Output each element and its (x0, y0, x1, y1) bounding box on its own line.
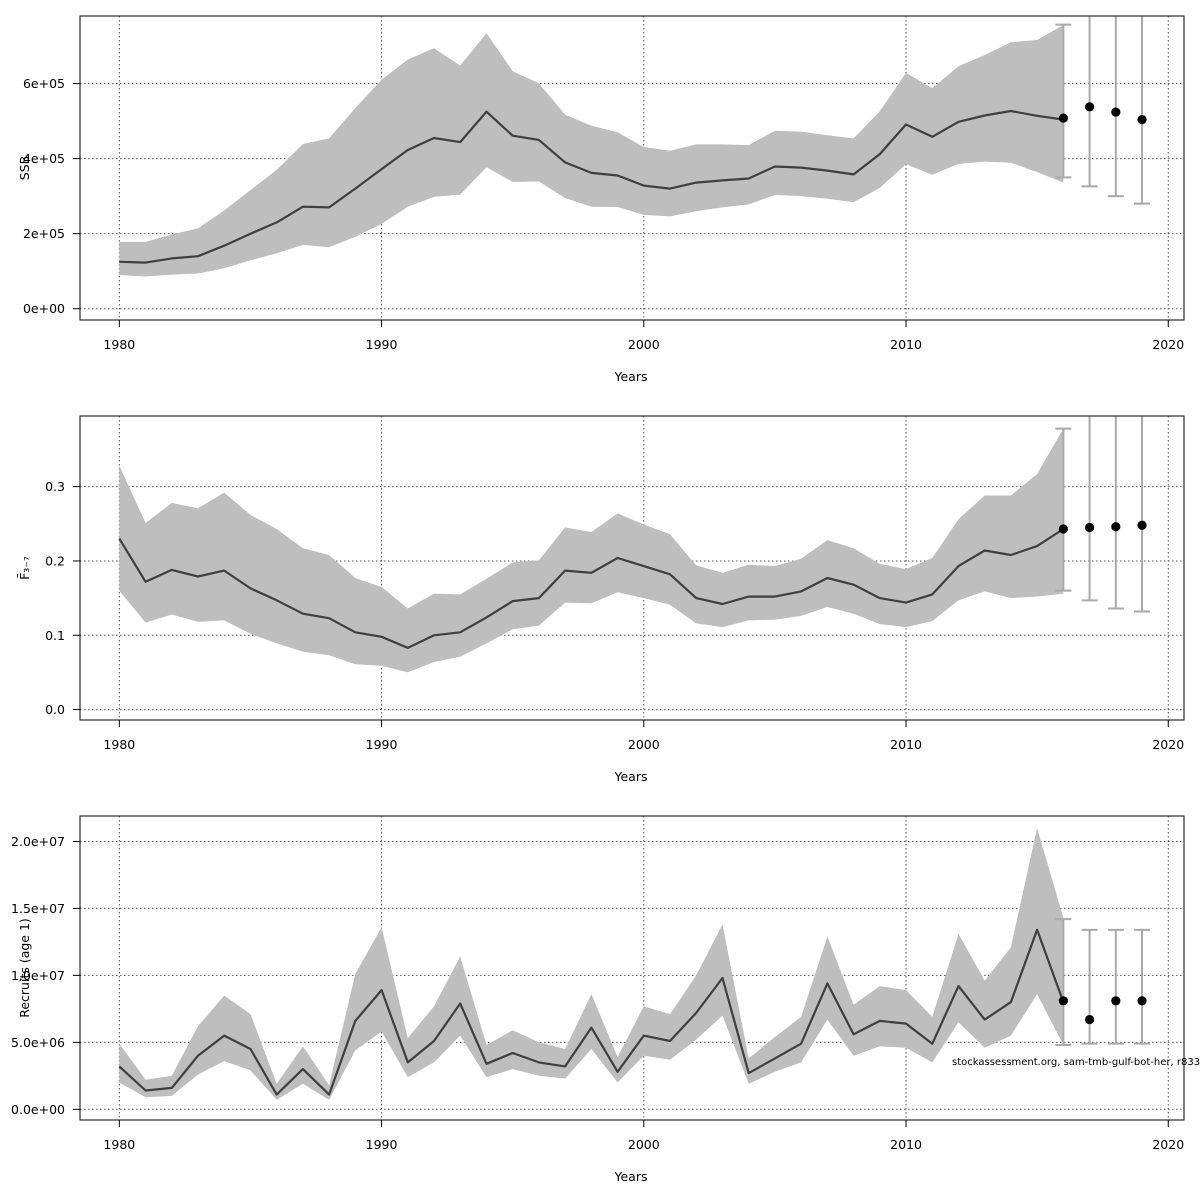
recruitment-confidence-band (119, 828, 1064, 1100)
ssb-x-tick-label: 2020 (1152, 337, 1184, 352)
ssb-plot-frame (79, 15, 1185, 321)
ssb-y-tick-label: 0e+00 (23, 301, 65, 316)
recruitment-plot-frame (79, 815, 1185, 1121)
fbar-x-tick-label: 2020 (1152, 737, 1184, 752)
recruitment-forecast-point (1111, 996, 1121, 1006)
recruitment-y-tick-label: 2.0e+07 (11, 834, 65, 849)
recruitment-y-tick-label: 1.5e+07 (11, 901, 65, 916)
recruitment-forecast-point (1137, 996, 1147, 1006)
recruitment-y-axis-label: Recruits (age 1) (17, 918, 32, 1018)
fbar-x-axis-label: Years (614, 769, 648, 784)
ssb-x-tick-label: 2000 (628, 337, 660, 352)
ssb-x-axis: 1980 1990 2000 2010 2020 (103, 320, 1184, 352)
fbar-y-tick-label: 0.2 (45, 553, 65, 568)
fbar-plot-frame (79, 415, 1185, 721)
ssb-forecast-point (1137, 114, 1147, 125)
ssb-y-axis: 0e+00 2e+05 4e+05 6e+05 (23, 76, 80, 316)
ssb-y-tick-label: 4e+05 (23, 151, 65, 166)
fbar-forecast-point (1111, 522, 1121, 532)
recruitment-x-axis-label: Years (614, 1169, 648, 1184)
ssb-confidence-band (119, 25, 1064, 277)
ssb-x-tick-label: 2010 (890, 337, 922, 352)
fbar-estimate-path (118, 528, 1064, 649)
fbar-x-tick-label: 1990 (366, 737, 398, 752)
fbar-x-tick-label: 1980 (103, 737, 135, 752)
fbar-x-axis: 1980 1990 2000 2010 2020 (103, 720, 1184, 752)
recruitment-y-tick-label: 0.0e+00 (11, 1102, 65, 1117)
recruitment-x-axis: 1980 1990 2000 2010 2020 (103, 1120, 1184, 1152)
recruitment-y-tick-label: 1.0e+07 (11, 968, 65, 983)
fbar-forecast-point (1137, 520, 1147, 530)
fbar-x-tick-label: 2010 (890, 737, 922, 752)
fbar-confidence-band (119, 428, 1064, 673)
fbar-estimate-line (118, 528, 1064, 649)
ssb-estimate-line (119, 109, 1064, 264)
recruitment-forecast-point (1058, 996, 1068, 1006)
recruitment-panel: 1980 1990 2000 2010 2020 0.0e+00 5.0e+06 1.0e+… (11, 815, 1200, 1184)
recruitment-y-axis: 0.0e+00 5.0e+06 1.0e+07 1.5e+07 2.0e+07 (11, 834, 80, 1117)
recruitment-band-area (119, 828, 1064, 1100)
fbar-panel: 1980 1990 2000 2010 2020 0.00.10.20.3 Years … (17, 415, 1185, 784)
ssb-band-area (119, 25, 1064, 277)
source-annotation: stockassessment.org, sam-tmb-gulf-bot-he… (952, 1057, 1200, 1068)
fbar-forecast-point (1084, 522, 1095, 533)
recruitment-x-tick-label: 1980 (103, 1137, 135, 1152)
ssb-forecast-point (1084, 102, 1095, 112)
ssb-x-tick-label: 1990 (366, 337, 398, 352)
ssb-y-tick-label: 6e+05 (23, 76, 65, 91)
fbar-y-tick-label: 0.0 (45, 702, 65, 717)
fbar-y-tick-label: 0.1 (45, 628, 65, 643)
recruitment-estimate-line (118, 928, 1065, 1096)
recruitment-forecast (1055, 918, 1151, 1047)
ssb-forecast (1055, 16, 1151, 205)
ssb-panel: 1980 1990 2000 2010 2020 0e+00 2e+05 4e+05 6e+0… (17, 15, 1185, 384)
ssb-forecast-point (1058, 113, 1068, 123)
ssb-forecast-point (1111, 107, 1121, 117)
recruitment-y-tick-label: 5.0e+06 (11, 1035, 65, 1050)
ssb-estimate-path (119, 109, 1064, 264)
recruitment-x-tick-label: 2010 (890, 1137, 922, 1152)
recruitment-x-tick-label: 2020 (1152, 1137, 1184, 1152)
ssb-x-tick-label: 1980 (103, 337, 135, 352)
fbar-y-axis-label: F̄₃₋₇ (17, 556, 32, 580)
fbar-forecast-point (1058, 524, 1068, 534)
recruitment-estimate-path (118, 928, 1065, 1096)
ssb-y-tick-label: 2e+05 (23, 226, 65, 241)
fbar-y-tick-label: 0.3 (45, 479, 65, 494)
recruitment-x-tick-label: 2000 (628, 1137, 660, 1152)
recruitment-x-tick-label: 1990 (366, 1137, 398, 1152)
fbar-x-tick-label: 2000 (628, 737, 660, 752)
fbar-band-area (119, 428, 1064, 673)
recruitment-forecast-point (1084, 1014, 1095, 1025)
ssb-x-axis-label: Years (614, 369, 648, 384)
ssb-y-axis-label: SSB (17, 156, 32, 180)
fbar-y-axis: 0.0 0.1 0.2 0.3 (45, 479, 80, 717)
fbar-forecast (1055, 416, 1151, 613)
